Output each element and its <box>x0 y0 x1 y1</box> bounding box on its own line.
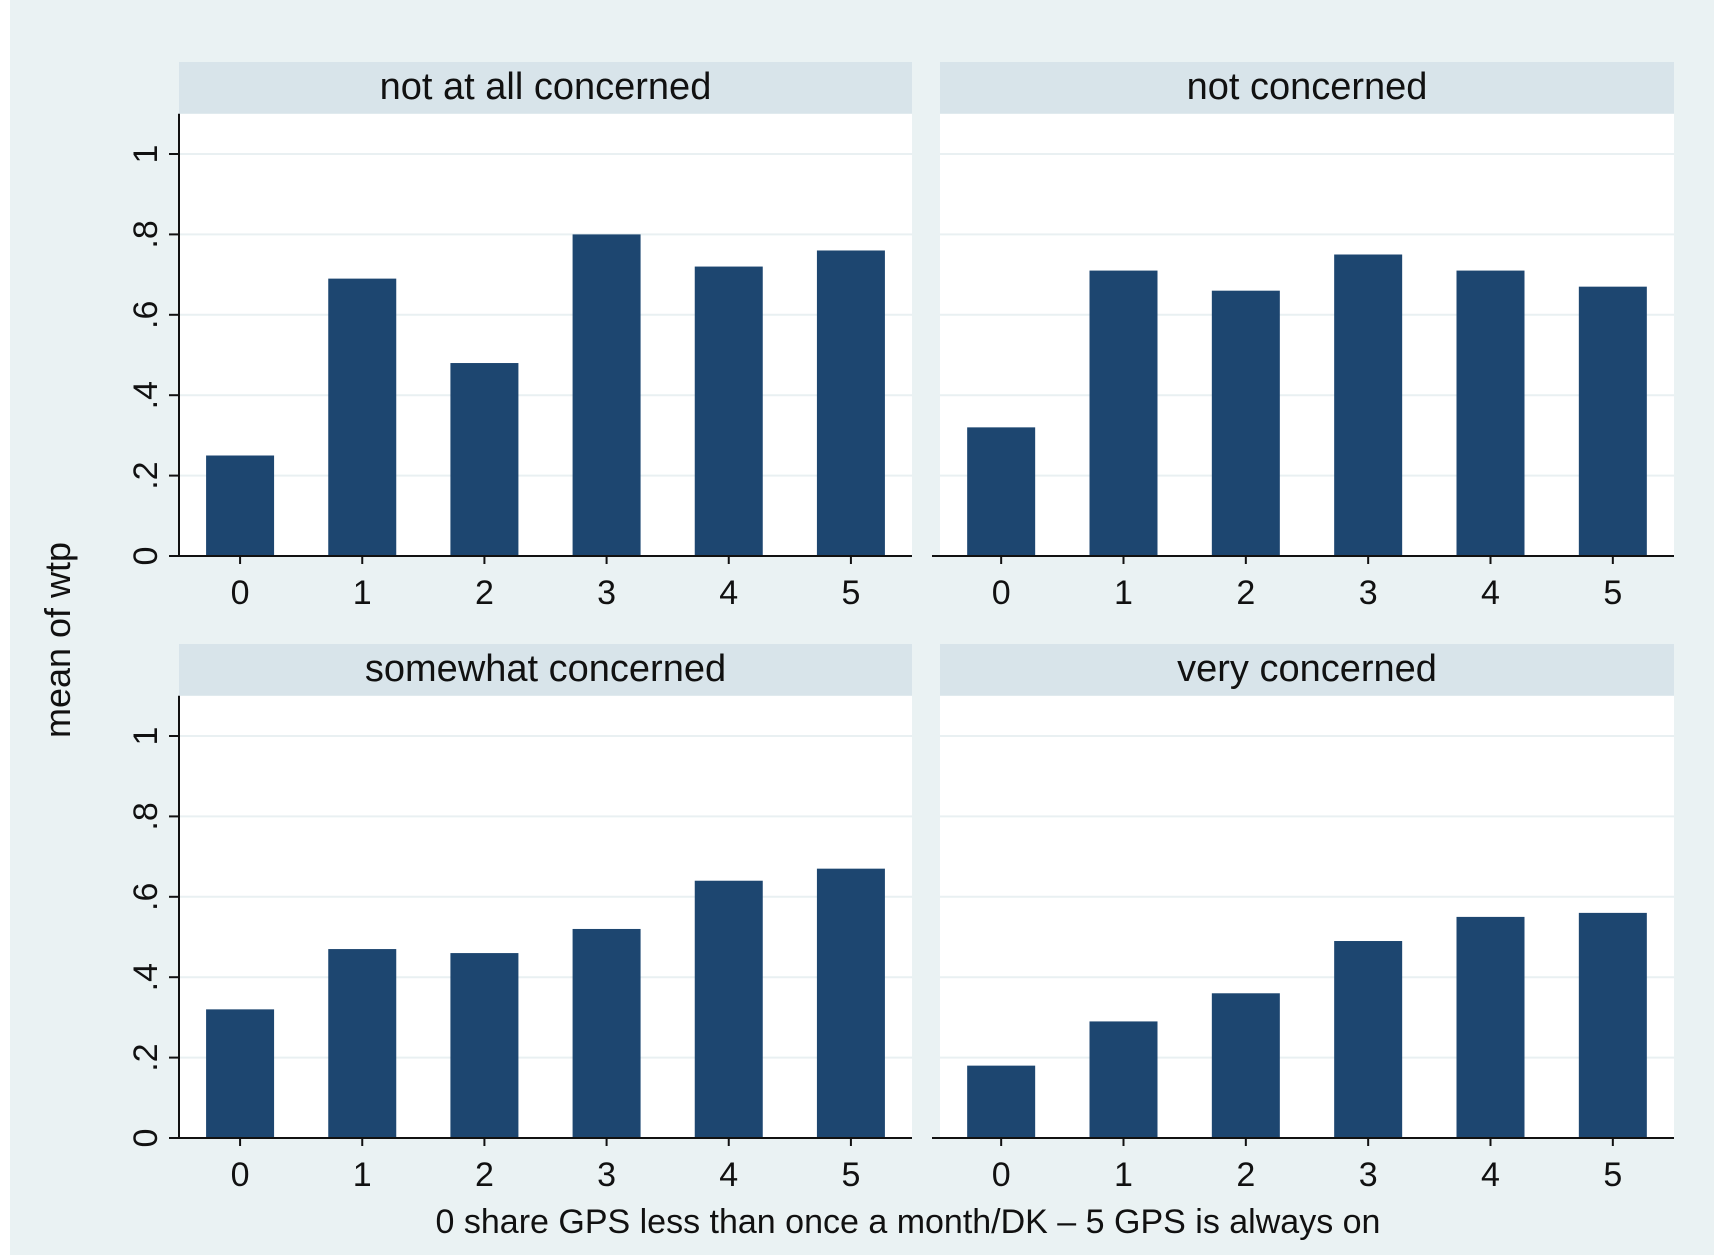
x-tick-label: 4 <box>1481 1156 1500 1194</box>
plot-area <box>940 113 1674 557</box>
panel-strip <box>940 62 1674 114</box>
x-tick-label: 4 <box>1481 574 1500 612</box>
x-tick-label: 1 <box>1114 1156 1133 1194</box>
bar <box>1089 1021 1158 1138</box>
x-tick-label: 0 <box>231 1156 250 1194</box>
y-tick-label: 1 <box>127 727 165 746</box>
y-tick-label: .4 <box>127 381 165 409</box>
bar <box>1456 270 1525 556</box>
x-tick-label: 0 <box>231 574 250 612</box>
bar <box>1211 290 1280 556</box>
bar <box>1334 941 1403 1138</box>
panel-title: not concerned <box>1187 66 1428 108</box>
bar <box>206 455 275 556</box>
x-tick-label: 2 <box>1236 574 1255 612</box>
x-tick-label: 2 <box>475 1156 494 1194</box>
panel-2: not concerned 0 1 2 3 4 5 <box>932 62 1674 612</box>
bar <box>1089 270 1158 556</box>
bar <box>572 234 641 556</box>
panel-4: very concerned 0 1 2 3 4 5 <box>932 644 1674 1194</box>
y-tick-label: .2 <box>127 461 165 489</box>
panel-strip <box>179 62 912 114</box>
panel-3: somewhat concerned 0 1 2 3 4 5 0 .2 .4 .6 .8 1 <box>127 644 912 1194</box>
bar <box>1211 993 1280 1138</box>
y-tick-label: .8 <box>127 220 165 248</box>
y-tick-label: .4 <box>127 963 165 991</box>
x-tick-label: 1 <box>1114 574 1133 612</box>
x-tick-label: 3 <box>1359 574 1378 612</box>
x-axis-title: 0 share GPS less than once a month/DK – … <box>436 1203 1381 1241</box>
y-tick-label: 0 <box>127 547 165 566</box>
x-tick-label: 1 <box>353 574 372 612</box>
bar <box>328 278 397 556</box>
x-tick-label: 3 <box>597 574 616 612</box>
y-tick-label: .6 <box>127 883 165 911</box>
panel-strip <box>940 644 1674 697</box>
bar <box>328 949 397 1138</box>
bar <box>1456 916 1525 1138</box>
panel-1: not at all concerned 0 1 2 3 4 5 0 .2 .4 .6 .8 1 <box>127 62 912 612</box>
x-tick-label: 4 <box>719 574 738 612</box>
x-tick-label: 4 <box>719 1156 738 1194</box>
bar <box>816 250 885 557</box>
y-tick-label: 0 <box>127 1129 165 1148</box>
x-tick-label: 0 <box>992 1156 1011 1194</box>
chart-figure: mean of wtp 0 share GPS less than once a… <box>10 0 1714 1255</box>
x-tick-label: 5 <box>841 574 860 612</box>
panel-title: somewhat concerned <box>365 648 726 690</box>
x-tick-label: 5 <box>1603 574 1622 612</box>
y-tick-label: 1 <box>127 145 165 164</box>
panel-strip <box>179 644 912 697</box>
y-axis-title: mean of wtp <box>37 542 78 738</box>
panel-title: very concerned <box>1177 648 1437 690</box>
bar <box>694 266 763 556</box>
x-tick-label: 0 <box>992 574 1011 612</box>
bar <box>1578 286 1647 556</box>
chart-canvas: mean of wtp 0 share GPS less than once a… <box>37 62 1674 1241</box>
x-tick-label: 1 <box>353 1156 372 1194</box>
plot-area <box>179 113 912 557</box>
bar <box>450 953 519 1138</box>
bar <box>816 868 885 1138</box>
x-tick-label: 5 <box>1603 1156 1622 1194</box>
bar <box>1334 254 1403 556</box>
bar <box>694 880 763 1138</box>
bar <box>572 928 641 1138</box>
x-tick-label: 2 <box>1236 1156 1255 1194</box>
x-tick-label: 5 <box>841 1156 860 1194</box>
panel-title: not at all concerned <box>380 66 712 108</box>
bar <box>450 363 519 556</box>
y-tick-label: .8 <box>127 802 165 830</box>
bar <box>967 1065 1036 1138</box>
y-tick-label: .6 <box>127 301 165 329</box>
plot-area <box>940 695 1674 1138</box>
bar <box>967 427 1036 556</box>
bar <box>206 1009 275 1138</box>
x-tick-label: 2 <box>475 574 494 612</box>
y-tick-label: .2 <box>127 1043 165 1071</box>
bar <box>1578 912 1647 1138</box>
x-tick-label: 3 <box>597 1156 616 1194</box>
plot-area <box>179 695 912 1138</box>
x-tick-label: 3 <box>1359 1156 1378 1194</box>
